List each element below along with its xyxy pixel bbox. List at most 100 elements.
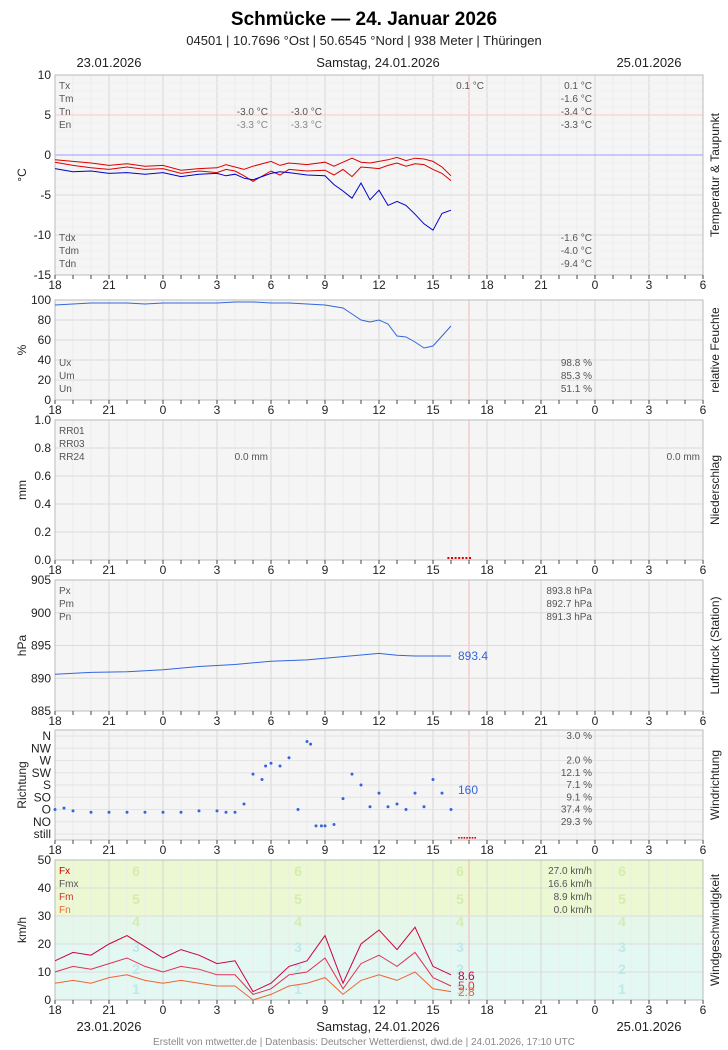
beaufort-label: 3 xyxy=(294,939,302,955)
wind-direction-point xyxy=(287,756,291,760)
legend-entry: Fmx xyxy=(59,879,78,890)
x-tick-label: 0 xyxy=(160,278,167,292)
y-axis-label: % xyxy=(15,344,29,355)
calm-mark xyxy=(463,837,466,839)
series-line-tx xyxy=(54,156,452,177)
y-tick-label: 20 xyxy=(38,937,52,951)
x-tick-label: 6 xyxy=(268,714,275,728)
y-axis-label: hPa xyxy=(15,635,29,657)
x-tick-label: 12 xyxy=(372,843,386,857)
y-category-label: N xyxy=(42,729,51,743)
x-tick-label: 21 xyxy=(534,843,548,857)
wind-direction-point xyxy=(179,810,183,814)
date-left-bottom: 23.01.2026 xyxy=(76,1019,141,1034)
wind-direction-point xyxy=(215,809,219,813)
x-tick-label: 15 xyxy=(426,563,440,577)
wind-direction-point xyxy=(278,764,282,768)
y-axis-label: mm xyxy=(15,480,29,500)
value-annotation: 85.3 % xyxy=(561,371,592,382)
station-info: 04501 | 10.7696 °Ost | 50.6545 °Nord | 9… xyxy=(186,33,541,48)
current-value: 2.8 xyxy=(458,985,475,999)
x-tick-label: 0 xyxy=(592,563,599,577)
series-line-p xyxy=(54,652,451,675)
wind-direction-point xyxy=(413,791,417,795)
beaufort-label: 6 xyxy=(456,863,464,879)
value-annotation: 2.0 % xyxy=(566,756,592,767)
x-tick-label: 3 xyxy=(214,843,221,857)
calm-mark xyxy=(466,837,468,839)
wind-direction-point xyxy=(224,810,228,814)
side-label: relative Feuchte xyxy=(708,307,722,393)
beaufort-label: 3 xyxy=(618,939,626,955)
x-tick-label: 15 xyxy=(426,714,440,728)
x-tick-label: 6 xyxy=(268,563,275,577)
beaufort-label: 1 xyxy=(456,981,464,997)
beaufort-label: 1 xyxy=(618,981,626,997)
y-axis-label: km/h xyxy=(15,917,29,943)
legend-entry: Fx xyxy=(59,866,70,877)
value-annotation: 8.9 km/h xyxy=(554,892,592,903)
wind-direction-point xyxy=(431,778,435,782)
wind-direction-point xyxy=(309,742,313,746)
value-annotation: 893.8 hPa xyxy=(546,586,592,597)
x-tick-label: 0 xyxy=(160,843,167,857)
y-category-label: W xyxy=(40,754,52,768)
wind-direction-point xyxy=(296,808,300,811)
legend-entry: Tn xyxy=(59,107,71,118)
legend-entry: Tx xyxy=(59,81,70,92)
y-category-label: NW xyxy=(31,741,52,755)
beaufort-label: 2 xyxy=(618,961,626,977)
x-tick-label: 15 xyxy=(426,1003,440,1017)
wind-direction-point xyxy=(251,772,255,776)
legend-entry: Pm xyxy=(59,599,74,610)
value-annotation: -3.0 °C xyxy=(237,107,268,118)
precip-bar xyxy=(458,557,461,559)
value-annotation: -1.6 °C xyxy=(561,94,592,105)
x-tick-label: 18 xyxy=(48,714,62,728)
legend-entry: Ux xyxy=(59,358,71,369)
wind-direction-point xyxy=(323,824,327,828)
legend-entry: RR03 xyxy=(59,439,85,450)
value-annotation: -1.6 °C xyxy=(561,233,592,244)
x-tick-label: 9 xyxy=(322,1003,329,1017)
beaufort-label: 4 xyxy=(132,914,140,930)
value-annotation: 891.3 hPa xyxy=(546,612,592,623)
legend-entry: RR01 xyxy=(59,426,85,437)
side-label: Windgeschwindigkeit xyxy=(708,873,722,986)
x-tick-label: 6 xyxy=(700,403,707,417)
series-line-fm xyxy=(54,951,452,995)
legend-entry: Fm xyxy=(59,892,73,903)
date-center-top: Samstag, 24.01.2026 xyxy=(316,55,440,70)
x-tick-label: 0 xyxy=(160,1003,167,1017)
x-tick-label: 21 xyxy=(102,278,116,292)
beaufort-label: 6 xyxy=(618,863,626,879)
value-annotation: 51.1 % xyxy=(561,384,592,395)
beaufort-label: 1 xyxy=(132,981,140,997)
date-right-top: 25.01.2026 xyxy=(616,55,681,70)
y-category-label: NO xyxy=(33,815,51,829)
x-tick-label: 18 xyxy=(480,403,494,417)
x-tick-label: 3 xyxy=(646,843,653,857)
beaufort-label: 2 xyxy=(294,961,302,977)
value-annotation: 7.1 % xyxy=(566,780,592,791)
y-category-label: SO xyxy=(34,790,51,804)
x-tick-label: 3 xyxy=(214,1003,221,1017)
x-tick-label: 21 xyxy=(534,1003,548,1017)
beaufort-label: 3 xyxy=(132,939,140,955)
x-tick-label: 18 xyxy=(480,278,494,292)
legend-entry: Fn xyxy=(59,905,71,916)
x-tick-label: 21 xyxy=(102,563,116,577)
beaufort-label: 4 xyxy=(294,914,302,930)
x-tick-label: 3 xyxy=(646,714,653,728)
y-tick-label: 0.6 xyxy=(34,469,51,483)
x-tick-label: 18 xyxy=(48,403,62,417)
value-annotation: 98.8 % xyxy=(561,358,592,369)
legend-entry: Tdx xyxy=(59,233,76,244)
x-tick-label: 18 xyxy=(480,843,494,857)
precip-bar xyxy=(454,557,457,559)
y-tick-label: 1.0 xyxy=(34,413,51,427)
wind-direction-point xyxy=(341,797,345,801)
